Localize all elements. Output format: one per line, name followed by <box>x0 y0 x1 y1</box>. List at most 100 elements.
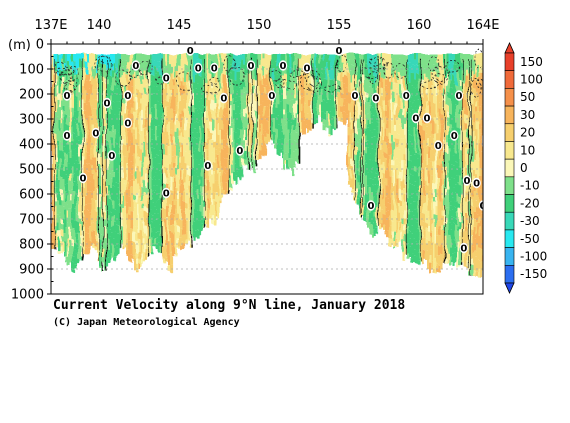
field-cell <box>195 88 198 98</box>
field-cell <box>79 191 82 202</box>
y-axis-unit-label: (m) <box>8 38 31 53</box>
field-cell <box>283 109 286 115</box>
field-cell <box>409 246 412 256</box>
field-cell <box>395 71 398 83</box>
field-cell <box>195 74 198 89</box>
negative-contour <box>64 83 75 93</box>
field-cell <box>403 76 406 91</box>
field-cell <box>403 209 406 218</box>
field-cell <box>401 211 404 219</box>
field-cell <box>475 90 478 102</box>
field-cell <box>467 85 470 93</box>
field-cell <box>185 239 188 244</box>
field-cell <box>147 79 150 90</box>
field-cell <box>65 185 68 192</box>
field-cell <box>263 86 266 92</box>
field-cell <box>397 133 400 139</box>
field-cell <box>187 152 190 166</box>
field-cell <box>91 242 94 247</box>
zero-contour-label: 0 <box>280 61 287 72</box>
colorbar-level-label: 10 <box>520 143 535 157</box>
field-cell <box>113 92 116 103</box>
field-cell <box>381 67 384 79</box>
field-cell <box>481 54 483 67</box>
field-cell <box>143 80 146 88</box>
field-cell <box>71 229 74 239</box>
field-cell <box>107 248 110 258</box>
field-cell <box>449 70 452 81</box>
field-cell <box>479 155 482 168</box>
field-cell <box>167 54 170 62</box>
field-cell <box>57 236 60 251</box>
field-cell <box>155 232 158 239</box>
field-cell <box>193 106 196 115</box>
field-cell <box>309 100 312 108</box>
field-cell <box>177 183 180 191</box>
field-cell <box>351 98 354 105</box>
field-cell <box>447 206 450 213</box>
field-cell <box>177 101 180 109</box>
field-cell <box>449 80 452 87</box>
field-cell <box>479 73 482 78</box>
zero-contour-label: 0 <box>456 91 463 102</box>
field-cell <box>385 65 388 79</box>
field-cell <box>477 259 480 268</box>
field-cell <box>425 242 428 250</box>
field-cell <box>439 54 442 65</box>
field-cell <box>245 113 248 128</box>
field-cell <box>335 102 338 111</box>
zero-contour-label: 0 <box>473 179 480 190</box>
field-cell <box>469 250 472 257</box>
field-cell <box>55 96 58 102</box>
field-cell <box>79 54 82 59</box>
field-cell <box>137 137 140 146</box>
field-cell <box>233 54 236 63</box>
field-cell <box>187 58 190 73</box>
field-cell <box>127 99 130 110</box>
field-cell <box>415 66 418 81</box>
field-cell <box>453 149 456 157</box>
field-cell <box>143 191 146 205</box>
field-cell <box>79 201 82 213</box>
field-cell <box>447 177 450 190</box>
negative-contour <box>275 78 286 89</box>
field-cell <box>245 102 248 109</box>
field-cell <box>171 149 174 156</box>
field-cell <box>441 243 444 255</box>
field-cell <box>441 230 444 238</box>
field-cell <box>61 240 64 250</box>
field-cell <box>131 86 134 95</box>
zero-label-bg <box>450 130 459 141</box>
field-cell <box>129 167 132 173</box>
field-cell <box>239 176 242 180</box>
field-cell <box>433 82 436 90</box>
field-cell <box>255 54 258 68</box>
field-cell <box>295 141 298 150</box>
field-cell <box>111 130 114 138</box>
field-cell <box>385 153 388 159</box>
negative-contour <box>420 80 439 89</box>
field-cell <box>233 86 236 93</box>
field-cell <box>165 230 168 238</box>
field-cell <box>237 172 240 178</box>
field-cell <box>311 122 314 128</box>
field-cell <box>189 168 192 176</box>
colorbar-level-label: -50 <box>520 232 540 246</box>
field-cell <box>419 105 422 117</box>
field-cell <box>445 67 448 79</box>
field-cell <box>393 149 396 161</box>
field-cell <box>387 62 390 77</box>
field-cell <box>305 71 308 81</box>
field-cell <box>139 54 142 64</box>
field-cell <box>217 203 220 217</box>
field-cell <box>73 173 76 182</box>
field-cell <box>453 217 456 224</box>
field-cell <box>441 237 444 244</box>
field-cell <box>463 108 466 120</box>
field-cell <box>141 253 144 264</box>
field-cell <box>75 238 78 247</box>
field-cell <box>233 118 236 126</box>
field-cell <box>71 126 74 142</box>
field-cell <box>221 119 224 130</box>
field-cell <box>333 54 336 68</box>
